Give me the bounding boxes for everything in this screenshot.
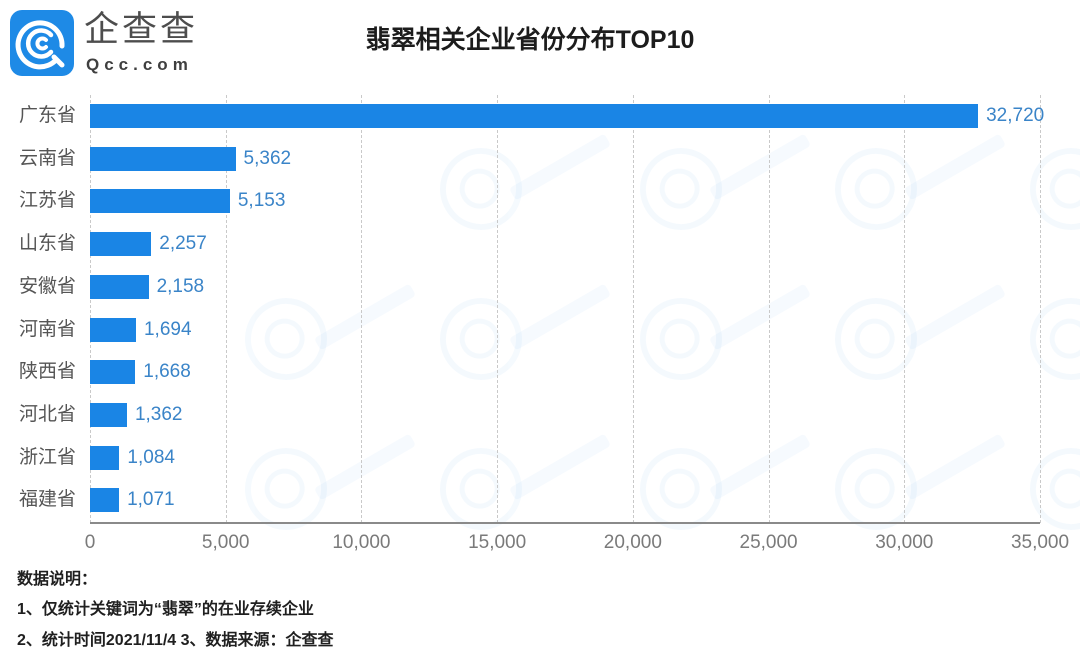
category-label: 安徽省 bbox=[18, 275, 76, 297]
category-label: 河北省 bbox=[18, 403, 76, 425]
gridline bbox=[225, 95, 227, 523]
value-label: 5,153 bbox=[237, 190, 286, 212]
x-tick-label: 5,000 bbox=[201, 532, 250, 553]
watermark-text bbox=[708, 433, 812, 501]
chart-title: 翡翠相关企业省份分布TOP10 bbox=[365, 26, 695, 54]
gridline bbox=[497, 95, 499, 523]
watermark-text bbox=[508, 433, 612, 501]
logo-wordmark-cn: 企查查 bbox=[84, 10, 199, 49]
bar bbox=[90, 488, 120, 513]
notes-heading: 数据说明： bbox=[17, 571, 98, 588]
value-label: 2,158 bbox=[156, 275, 205, 297]
bar bbox=[90, 146, 236, 171]
watermark-text bbox=[508, 283, 612, 351]
category-label: 云南省 bbox=[18, 147, 76, 169]
qcc-logo-icon bbox=[10, 10, 74, 76]
bar bbox=[90, 232, 152, 257]
value-label: 1,362 bbox=[134, 403, 183, 425]
bar bbox=[90, 317, 136, 342]
notes-line-2: 2、统计时间2021/11/4 3、数据来源：企查查 bbox=[17, 632, 334, 649]
x-tick-label: 15,000 bbox=[468, 532, 527, 553]
category-label: 福建省 bbox=[18, 489, 76, 511]
bar bbox=[90, 189, 230, 214]
category-label: 山东省 bbox=[18, 233, 76, 255]
watermark-text bbox=[313, 283, 417, 351]
watermark-icon bbox=[1014, 132, 1080, 246]
watermark-text bbox=[903, 133, 1007, 201]
watermark-text bbox=[708, 133, 812, 201]
gridline bbox=[768, 95, 770, 523]
watermark-text bbox=[708, 283, 812, 351]
x-tick-label: 25,000 bbox=[739, 532, 798, 553]
bar bbox=[90, 104, 979, 128]
logo-wordmark-en: Qcc.com bbox=[86, 55, 193, 74]
gridline bbox=[632, 95, 634, 523]
x-tick-label: 30,000 bbox=[875, 532, 934, 553]
category-label: 江苏省 bbox=[18, 190, 76, 212]
value-label: 1,071 bbox=[127, 489, 175, 511]
x-tick-label: 0 bbox=[84, 532, 96, 553]
watermark-text bbox=[903, 433, 1007, 501]
value-label: 5,362 bbox=[243, 147, 292, 169]
gridline bbox=[90, 95, 91, 523]
notes-line-1: 1、仅统计关键词为“翡翠”的在业存续企业 bbox=[17, 601, 314, 618]
watermark-icon bbox=[1014, 432, 1080, 546]
x-tick-label: 35,000 bbox=[1010, 532, 1070, 553]
value-label: 1,694 bbox=[143, 318, 192, 340]
bar bbox=[90, 402, 127, 427]
watermark-text bbox=[313, 433, 417, 501]
x-axis-line bbox=[90, 522, 1040, 524]
watermark-text bbox=[903, 283, 1007, 351]
gridline bbox=[904, 95, 906, 523]
x-tick-label: 20,000 bbox=[603, 532, 662, 553]
x-tick-label: 10,000 bbox=[332, 532, 391, 553]
watermark-text bbox=[508, 133, 612, 201]
bar bbox=[90, 360, 136, 385]
gridline bbox=[361, 95, 363, 523]
value-label: 1,668 bbox=[143, 361, 191, 383]
bar bbox=[90, 274, 149, 299]
category-label: 陕西省 bbox=[18, 361, 76, 383]
value-label: 2,257 bbox=[159, 233, 207, 255]
category-label: 广东省 bbox=[18, 105, 76, 126]
bar bbox=[90, 445, 120, 470]
gridline bbox=[1040, 95, 1041, 523]
watermark-icon bbox=[1014, 282, 1080, 396]
value-label: 32,720 bbox=[986, 105, 1045, 126]
category-label: 河南省 bbox=[18, 318, 76, 340]
value-label: 1,084 bbox=[127, 446, 175, 468]
category-label: 浙江省 bbox=[18, 446, 76, 468]
